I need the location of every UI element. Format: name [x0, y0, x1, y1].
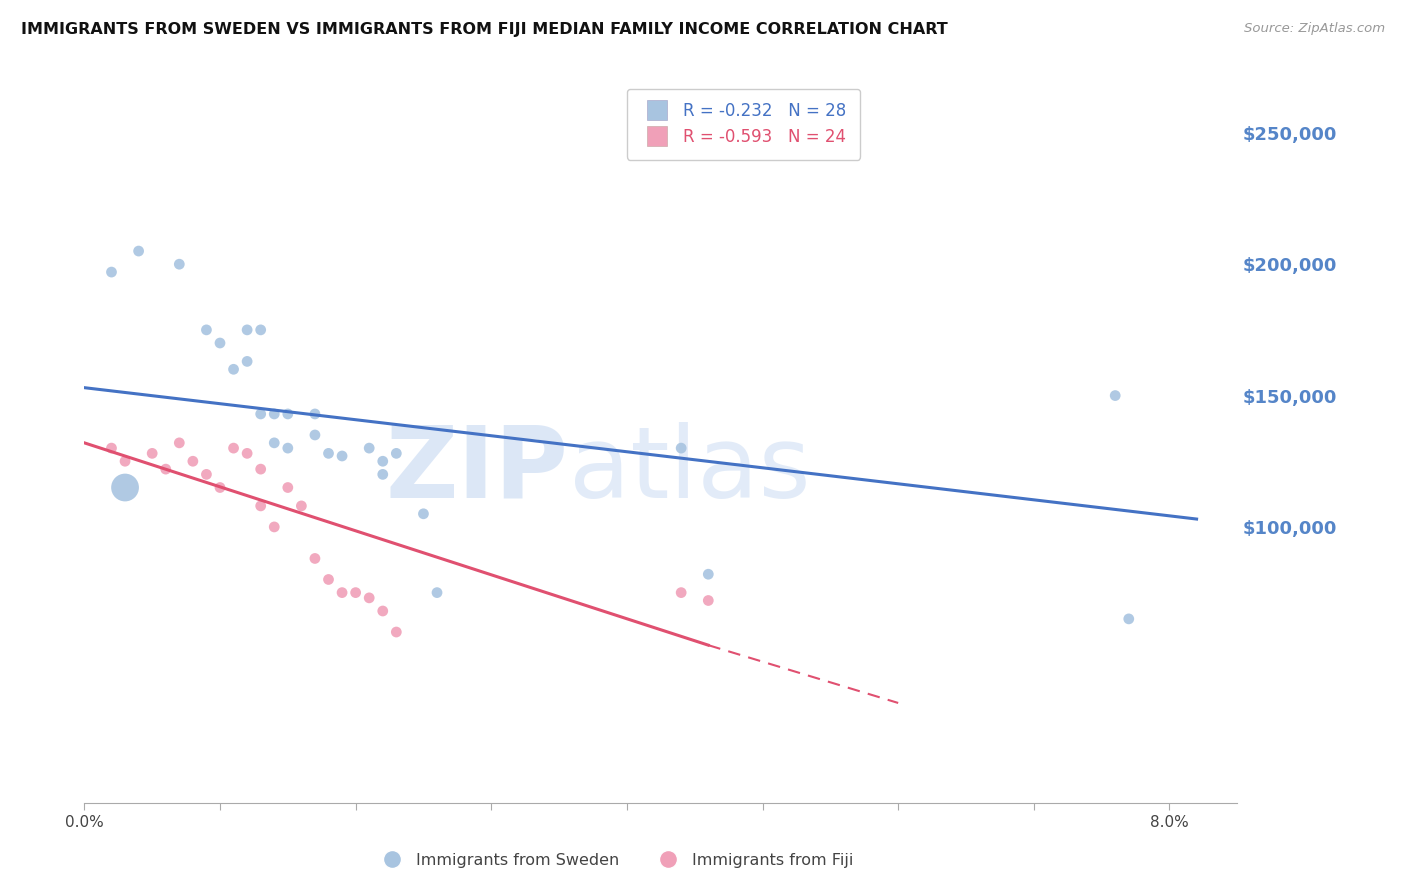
Point — [669, 585, 692, 599]
Point — [697, 567, 720, 582]
Point — [290, 499, 312, 513]
Text: ZIP: ZIP — [385, 422, 568, 519]
Point — [208, 336, 231, 351]
Point — [697, 593, 720, 607]
Point — [371, 467, 394, 482]
Point — [236, 354, 259, 368]
Point — [371, 604, 394, 618]
Point — [263, 435, 285, 450]
Point — [114, 454, 136, 468]
Point — [344, 585, 367, 599]
Point — [318, 573, 340, 587]
Point — [128, 244, 150, 258]
Text: atlas: atlas — [568, 422, 810, 519]
Point — [277, 407, 299, 421]
Point — [236, 323, 259, 337]
Text: Source: ZipAtlas.com: Source: ZipAtlas.com — [1244, 22, 1385, 36]
Point — [195, 467, 218, 482]
Point — [330, 449, 353, 463]
Point — [169, 435, 191, 450]
Point — [141, 446, 163, 460]
Point — [222, 362, 245, 376]
Point — [249, 323, 271, 337]
Point — [100, 265, 122, 279]
Point — [263, 407, 285, 421]
Point — [330, 585, 353, 599]
Point — [208, 481, 231, 495]
Point — [385, 625, 408, 640]
Point — [249, 407, 271, 421]
Text: IMMIGRANTS FROM SWEDEN VS IMMIGRANTS FROM FIJI MEDIAN FAMILY INCOME CORRELATION : IMMIGRANTS FROM SWEDEN VS IMMIGRANTS FRO… — [21, 22, 948, 37]
Point — [277, 441, 299, 455]
Point — [426, 585, 449, 599]
Point — [181, 454, 204, 468]
Point — [385, 446, 408, 460]
Point — [359, 591, 381, 605]
Point — [195, 323, 218, 337]
Point — [263, 520, 285, 534]
Point — [222, 441, 245, 455]
Point — [249, 499, 271, 513]
Point — [359, 441, 381, 455]
Point — [155, 462, 177, 476]
Legend: Immigrants from Sweden, Immigrants from Fiji: Immigrants from Sweden, Immigrants from … — [370, 847, 859, 874]
Point — [114, 481, 136, 495]
Point — [1104, 388, 1126, 402]
Point — [277, 481, 299, 495]
Point — [318, 446, 340, 460]
Point — [304, 428, 326, 442]
Point — [169, 257, 191, 271]
Point — [236, 446, 259, 460]
Point — [412, 507, 434, 521]
Point — [304, 551, 326, 566]
Point — [371, 454, 394, 468]
Point — [249, 462, 271, 476]
Point — [1118, 612, 1140, 626]
Point — [669, 441, 692, 455]
Point — [100, 441, 122, 455]
Point — [304, 407, 326, 421]
